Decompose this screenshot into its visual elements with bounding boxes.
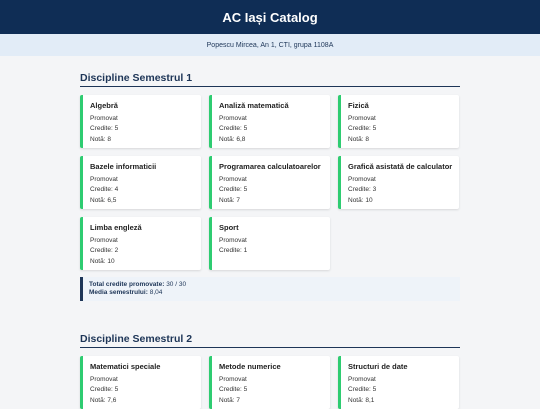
- course-name: Fizică: [348, 101, 369, 110]
- course-status: Promovat: [90, 236, 118, 244]
- summary-row: Total credite promovate: 30 / 30: [89, 281, 460, 289]
- course-name: Metode numerice: [219, 362, 281, 371]
- course-grade: Notă: 8: [348, 135, 369, 143]
- course-credits: Credite: 5: [348, 125, 377, 132]
- course-card: Metode numerice Promovat Credite: 5 Notă: 7: [209, 356, 330, 409]
- course-status: Promovat: [348, 114, 376, 122]
- course-card: Matematici speciale Promovat Credite: 5 Not…: [80, 356, 201, 409]
- course-card: Bazele informaticii Promovat Credite: 4 Not…: [80, 156, 201, 209]
- course-status: Promovat: [219, 175, 247, 183]
- summary-value: 30 / 30: [166, 281, 187, 288]
- course-status: Promovat: [90, 375, 118, 383]
- course-grade: Notă: 6,5: [90, 196, 117, 204]
- course-status: Promovat: [348, 175, 376, 183]
- course-card: Structuri de date Promovat Credite: 5 Notă:…: [338, 356, 459, 409]
- course-name: Bazele informaticii: [90, 162, 157, 171]
- course-grid: Algebră Promovat Credite: 5 Notă: 8 Analiză …: [80, 95, 460, 270]
- course-name: Programarea calculatoarelor: [219, 162, 321, 171]
- course-credits: Credite: 5: [219, 125, 248, 132]
- course-status: Promovat: [219, 236, 247, 244]
- course-name: Algebră: [90, 101, 118, 110]
- course-credits: Credite: 5: [219, 186, 248, 193]
- course-credits: Credite: 4: [90, 186, 119, 193]
- course-card: Sport Promovat Credite: 1: [209, 217, 330, 270]
- course-credits: Credite: 5: [90, 125, 119, 132]
- course-status: Promovat: [219, 114, 247, 122]
- course-credits: Credite: 5: [219, 386, 248, 393]
- summary-value: 8,04: [149, 289, 163, 296]
- section-title: Discipline Semestrul 2: [80, 317, 460, 348]
- course-name: Structuri de date: [348, 362, 408, 371]
- semester-summary: Total credite promovate: 30 / 30 Media se…: [80, 277, 460, 301]
- course-name: Sport: [219, 223, 239, 232]
- course-grid: Matematici speciale Promovat Credite: 5 Not…: [80, 356, 460, 409]
- course-status: Promovat: [219, 375, 247, 383]
- course-name: Matematici speciale: [90, 362, 161, 371]
- course-card: Algebră Promovat Credite: 5 Notă: 8: [80, 95, 201, 148]
- course-card: Grafică asistată de calculator Promovat Cr…: [338, 156, 459, 209]
- summary-row: Media semestrului: 8,04: [89, 289, 460, 297]
- student-info: Popescu Mircea, An 1, CTI, grupa 1108A: [0, 34, 540, 56]
- course-name: Grafică asistată de calculator: [348, 162, 453, 171]
- content: Discipline Semestrul 1 Algebră Promovat Cre…: [80, 56, 460, 409]
- course-status: Promovat: [348, 375, 376, 383]
- course-card: Fizică Promovat Credite: 5 Notă: 8: [338, 95, 459, 148]
- course-grade: Notă: 10: [348, 196, 373, 204]
- summary-label: Media semestrului:: [89, 289, 148, 296]
- course-status: Promovat: [90, 175, 118, 183]
- summary-label: Total credite promovate:: [89, 281, 165, 288]
- course-grade: Notă: 7: [219, 396, 240, 404]
- course-name: Limba engleză: [90, 223, 142, 232]
- course-card: Analiză matematică Promovat Credite: 5 Notă…: [209, 95, 330, 148]
- course-grade: Notă: 8: [90, 135, 111, 143]
- course-credits: Credite: 2: [90, 247, 119, 254]
- course-card: Limba engleză Promovat Credite: 2 Notă: 10: [80, 217, 201, 270]
- course-grade: Notă: 6,8: [219, 135, 246, 143]
- header-title: AC Iași Catalog: [0, 0, 540, 34]
- course-credits: Credite: 3: [348, 186, 377, 193]
- course-grade: Notă: 7,6: [90, 396, 117, 404]
- course-grade: Notă: 10: [90, 257, 115, 265]
- course-grade: Notă: 8,1: [348, 396, 375, 404]
- course-credits: Credite: 5: [90, 386, 119, 393]
- course-credits: Credite: 1: [219, 247, 248, 254]
- section-title: Discipline Semestrul 1: [80, 56, 460, 87]
- course-card: Programarea calculatoarelor Promovat Credi…: [209, 156, 330, 209]
- course-credits: Credite: 5: [348, 386, 377, 393]
- course-status: Promovat: [90, 114, 118, 122]
- course-grade: Notă: 7: [219, 196, 240, 204]
- course-name: Analiză matematică: [219, 101, 289, 110]
